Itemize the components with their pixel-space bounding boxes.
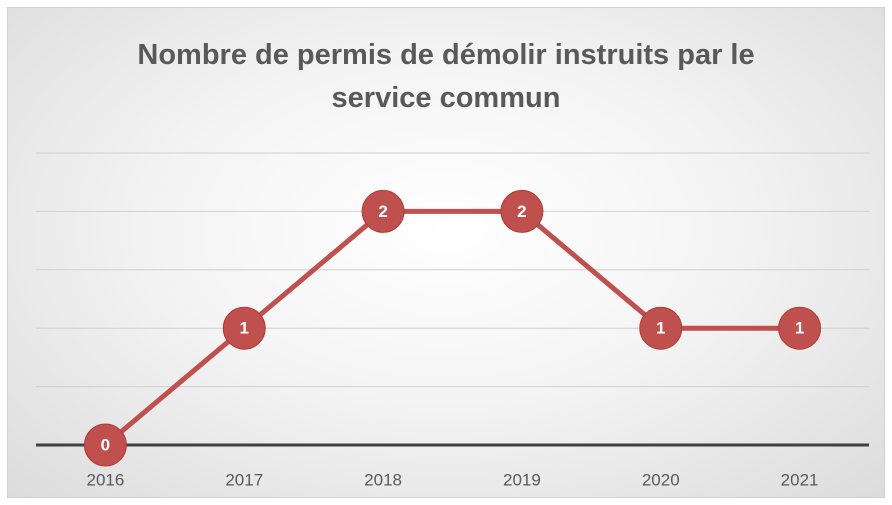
point-marker (639, 306, 683, 350)
chart-area (7, 7, 885, 498)
data-label: 1 (656, 319, 665, 338)
x-tick-label: 2017 (225, 470, 263, 489)
data-label: 2 (378, 202, 387, 221)
series-line (103, 208, 800, 447)
x-tick-label: 2019 (503, 470, 541, 489)
x-tick-label: 2020 (642, 470, 680, 489)
x-tick-label: 2016 (87, 470, 125, 489)
data-label: 1 (795, 319, 804, 338)
data-label: 2 (517, 202, 526, 221)
x-tick-label: 2018 (364, 470, 402, 489)
x-tick-label: 2021 (781, 470, 819, 489)
chart-title: Nombre de permis de démolir instruits pa… (137, 39, 755, 114)
point-marker (222, 306, 266, 350)
data-label: 1 (240, 319, 249, 338)
point-marker (500, 189, 544, 233)
data-label: 0 (101, 435, 110, 454)
point-marker (361, 189, 405, 233)
point-marker (778, 306, 822, 350)
point-marker (83, 423, 127, 467)
